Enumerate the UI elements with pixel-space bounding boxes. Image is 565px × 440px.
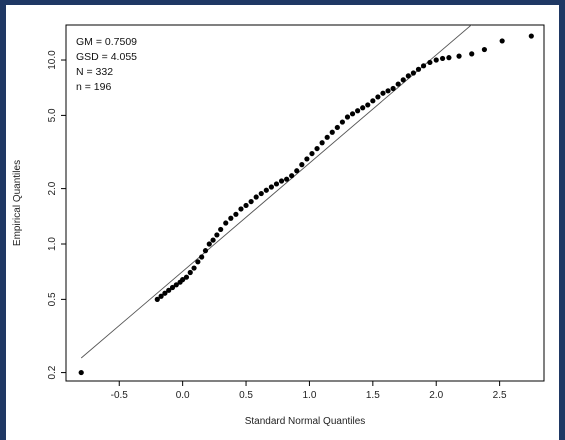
annotation-text: N = 332 (76, 66, 113, 78)
data-point (410, 70, 417, 76)
data-point (78, 369, 84, 376)
y-axis-title: Empirical Quantiles (12, 160, 23, 246)
data-point (395, 81, 401, 87)
x-tick-label: 2.0 (429, 390, 443, 401)
data-point (528, 33, 534, 39)
data-point (433, 57, 439, 63)
data-point (319, 140, 325, 146)
data-point (469, 51, 475, 57)
data-point (238, 206, 244, 212)
data-point (169, 284, 176, 291)
data-point (284, 176, 290, 182)
x-tick-label: 1.0 (302, 390, 316, 401)
data-point (299, 162, 305, 168)
data-point (400, 77, 406, 83)
data-point (390, 85, 396, 92)
data-point (273, 181, 280, 187)
data-point (206, 241, 212, 247)
data-point (278, 178, 285, 184)
data-point (183, 274, 190, 280)
data-point (199, 254, 205, 260)
data-point (314, 145, 320, 152)
y-tick-label: 0.5 (47, 292, 58, 306)
y-tick-label: 0.2 (47, 365, 58, 379)
y-axis: 0.2 0.5 1.0 2.0 5.0 10.0 (47, 50, 66, 380)
y-tick-label: 2.0 (47, 181, 58, 195)
data-point (349, 111, 356, 117)
data-point (380, 90, 386, 96)
data-point (415, 66, 422, 72)
data-point (289, 173, 295, 179)
annotation-box: GM = 0.7509 GSD = 4.055 N = 332 n = 196 (76, 36, 137, 93)
data-point (187, 269, 193, 276)
data-point (385, 88, 391, 94)
x-axis-title: Standard Normal Quantiles (245, 416, 366, 427)
y-tick-label: 1.0 (47, 237, 58, 251)
data-point (499, 38, 505, 44)
data-point (355, 108, 361, 114)
plot-panel: -0.5 0.0 0.5 1.0 1.5 2.0 2.5 0.2 0.5 1.0 2.0 5.0 10… (6, 5, 559, 440)
data-point (202, 248, 209, 254)
data-point (309, 150, 315, 157)
data-point (456, 53, 462, 59)
data-point (191, 265, 197, 271)
x-tick-label: 0.0 (176, 390, 190, 401)
data-point (334, 124, 340, 131)
annotation-text: GM = 0.7509 (76, 36, 137, 48)
y-tick-label: 10.0 (47, 50, 58, 70)
data-point (253, 194, 259, 200)
data-point (218, 226, 224, 233)
data-point (439, 55, 446, 62)
data-point (210, 237, 216, 243)
x-axis: -0.5 0.0 0.5 1.0 1.5 2.0 2.5 (111, 381, 507, 401)
data-point (228, 215, 234, 221)
x-tick-label: 1.5 (366, 390, 380, 401)
data-point (294, 168, 300, 174)
data-point (446, 55, 452, 61)
data-point (365, 102, 371, 108)
data-point (370, 98, 376, 104)
data-point (162, 290, 168, 296)
data-point (258, 190, 264, 197)
data-point (248, 198, 254, 205)
data-point (344, 114, 351, 120)
data-point (329, 129, 335, 135)
x-tick-label: 2.5 (493, 390, 507, 401)
data-point (180, 277, 186, 283)
annotation-text: GSD = 4.055 (76, 51, 137, 63)
data-point (195, 259, 201, 265)
data-point (481, 46, 488, 53)
data-point (375, 94, 381, 100)
data-point (158, 293, 164, 299)
data-point (304, 156, 310, 162)
plot-area-frame (65, 24, 545, 382)
y-tick-label: 5.0 (47, 108, 58, 122)
data-point (243, 202, 249, 209)
data-point (214, 232, 220, 238)
annotation-text: n = 196 (76, 81, 111, 93)
data-point (324, 134, 330, 140)
data-points (78, 33, 534, 376)
data-point (166, 287, 172, 293)
data-point (405, 73, 411, 79)
data-point (223, 220, 229, 226)
data-point (233, 211, 239, 217)
data-point (339, 119, 346, 125)
data-point (360, 105, 366, 111)
data-point (268, 184, 275, 190)
x-tick-label: -0.5 (111, 390, 129, 401)
data-point (420, 63, 427, 69)
data-point (427, 59, 433, 66)
qq-plot: -0.5 0.0 0.5 1.0 1.5 2.0 2.5 0.2 0.5 1.0 2.0 5.0 10… (12, 24, 545, 427)
data-point (263, 187, 269, 193)
data-point (154, 296, 160, 302)
data-point (173, 282, 179, 288)
x-tick-label: 0.5 (239, 390, 253, 401)
